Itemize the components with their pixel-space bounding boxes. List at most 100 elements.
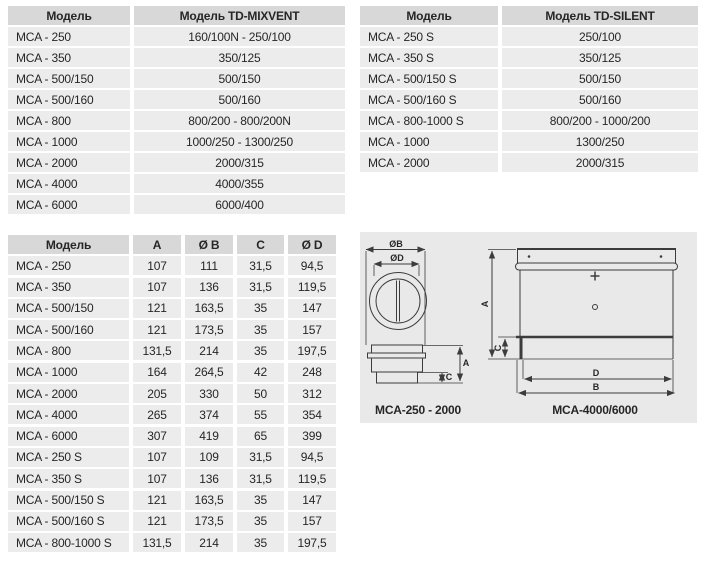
value-cell: 35 [237, 298, 284, 318]
value-cell: 500/160 [134, 90, 345, 109]
model-cell: MCA - 2000 [8, 384, 129, 404]
value-cell: 2000/315 [134, 153, 345, 172]
value-cell: 121 [133, 511, 181, 531]
dim-label-od: ØD [390, 253, 404, 263]
model-cell: MCA - 1000 [8, 362, 129, 382]
value-cell: 197,5 [288, 533, 336, 553]
technical-drawing-panel: ØB ØD A C A C D B MCA-250 - 2000 MCA-400… [360, 232, 697, 423]
model-cell: MCA - 500/150 [8, 298, 129, 318]
value-cell: 6000/400 [134, 195, 345, 214]
rolled-band [515, 262, 678, 271]
value-cell: 2000/315 [502, 153, 698, 172]
value-cell: 173,5 [185, 320, 233, 340]
model-cell: MCA - 500/160 [8, 90, 130, 109]
model-cell: MCA - 350 S [360, 48, 498, 67]
model-cell: MCA - 500/150 S [360, 69, 498, 88]
model-cell: MCA - 350 S [8, 469, 129, 489]
value-cell: 131,5 [133, 341, 181, 361]
model-cell: MCA - 250 S [8, 447, 129, 467]
value-cell: 1000/250 - 1300/250 [134, 132, 345, 151]
value-cell: 121 [133, 320, 181, 340]
model-cell: MCA - 350 [8, 277, 129, 297]
value-cell: 42 [237, 362, 284, 382]
dim-label-a-right: A [480, 300, 490, 308]
model-cell: MCA - 6000 [8, 195, 130, 214]
value-cell: 107 [133, 256, 181, 276]
column-header: Модель [8, 6, 130, 25]
dim-label-d: D [592, 368, 600, 378]
dim-label-c-right: C [493, 344, 503, 352]
value-cell: 55 [237, 405, 284, 425]
value-cell: 136 [185, 469, 233, 489]
value-cell: 1300/250 [502, 132, 698, 151]
value-cell: 163,5 [185, 298, 233, 318]
value-cell: 147 [288, 298, 336, 318]
valve-front-view [365, 246, 427, 345]
value-cell: 265 [133, 405, 181, 425]
model-cell: MCA - 2000 [360, 153, 498, 172]
dim-label-a-left: A [462, 358, 470, 368]
value-cell: 109 [185, 447, 233, 467]
model-cell: MCA - 250 [8, 27, 130, 46]
model-cell: MCA - 2000 [8, 153, 130, 172]
value-cell: 136 [185, 277, 233, 297]
column-header: Ø B [185, 235, 233, 254]
value-cell: 35 [237, 341, 284, 361]
value-cell: 399 [288, 426, 336, 446]
table-td-silent: Модель Модель TD-SILENT MCA - 250 S 250/100… [360, 6, 698, 172]
value-cell: 107 [133, 469, 181, 489]
value-cell: 214 [185, 341, 233, 361]
value-cell: 107 [133, 447, 181, 467]
column-header: Модель [360, 6, 498, 25]
value-cell: 50 [237, 384, 284, 404]
column-header: Модель TD-MIXVENT [134, 6, 345, 25]
value-cell: 197,5 [288, 341, 336, 361]
box-unit-view [488, 248, 678, 397]
value-cell: 131,5 [133, 533, 181, 553]
value-cell: 4000/355 [134, 174, 345, 193]
value-cell: 31,5 [237, 447, 284, 467]
value-cell: 107 [133, 277, 181, 297]
valve-side-view [367, 344, 464, 384]
hole-marker [592, 304, 598, 310]
model-cell: MCA - 1000 [8, 132, 130, 151]
value-cell: 121 [133, 298, 181, 318]
value-cell: 119,5 [288, 277, 336, 297]
value-cell: 94,5 [288, 447, 336, 467]
value-cell: 35 [237, 533, 284, 553]
dim-label-c-left: C [445, 372, 453, 382]
value-cell: 35 [237, 320, 284, 340]
value-cell: 65 [237, 426, 284, 446]
caption-right-model-range: MCA-4000/6000 [552, 403, 638, 417]
value-cell: 205 [133, 384, 181, 404]
value-cell: 374 [185, 405, 233, 425]
value-cell: 31,5 [237, 469, 284, 489]
dim-label-ob: ØB [389, 239, 403, 249]
value-cell: 121 [133, 490, 181, 510]
value-cell: 354 [288, 405, 336, 425]
value-cell: 147 [288, 490, 336, 510]
unit-body [519, 269, 674, 338]
value-cell: 419 [185, 426, 233, 446]
model-cell: MCA - 6000 [8, 426, 129, 446]
value-cell: 312 [288, 384, 336, 404]
model-cell: MCA - 1000 [360, 132, 498, 151]
value-cell: 157 [288, 320, 336, 340]
column-header: Ø D [288, 235, 336, 254]
model-cell: MCA - 350 [8, 48, 130, 67]
value-cell: 31,5 [237, 256, 284, 276]
value-cell: 500/150 [134, 69, 345, 88]
model-cell: MCA - 4000 [8, 405, 129, 425]
value-cell: 500/160 [502, 90, 698, 109]
value-cell: 35 [237, 490, 284, 510]
value-cell: 250/100 [502, 27, 698, 46]
model-cell: MCA - 800-1000 S [360, 111, 498, 130]
model-cell: MCA - 500/150 S [8, 490, 129, 510]
valve-inner-ring [375, 278, 421, 324]
caption-left-model-range: MCA-250 - 2000 [375, 403, 461, 417]
model-cell: MCA - 500/160 S [8, 511, 129, 531]
model-cell: MCA - 250 S [360, 27, 498, 46]
value-cell: 35 [237, 511, 284, 531]
model-cell: MCA - 800 [8, 111, 130, 130]
